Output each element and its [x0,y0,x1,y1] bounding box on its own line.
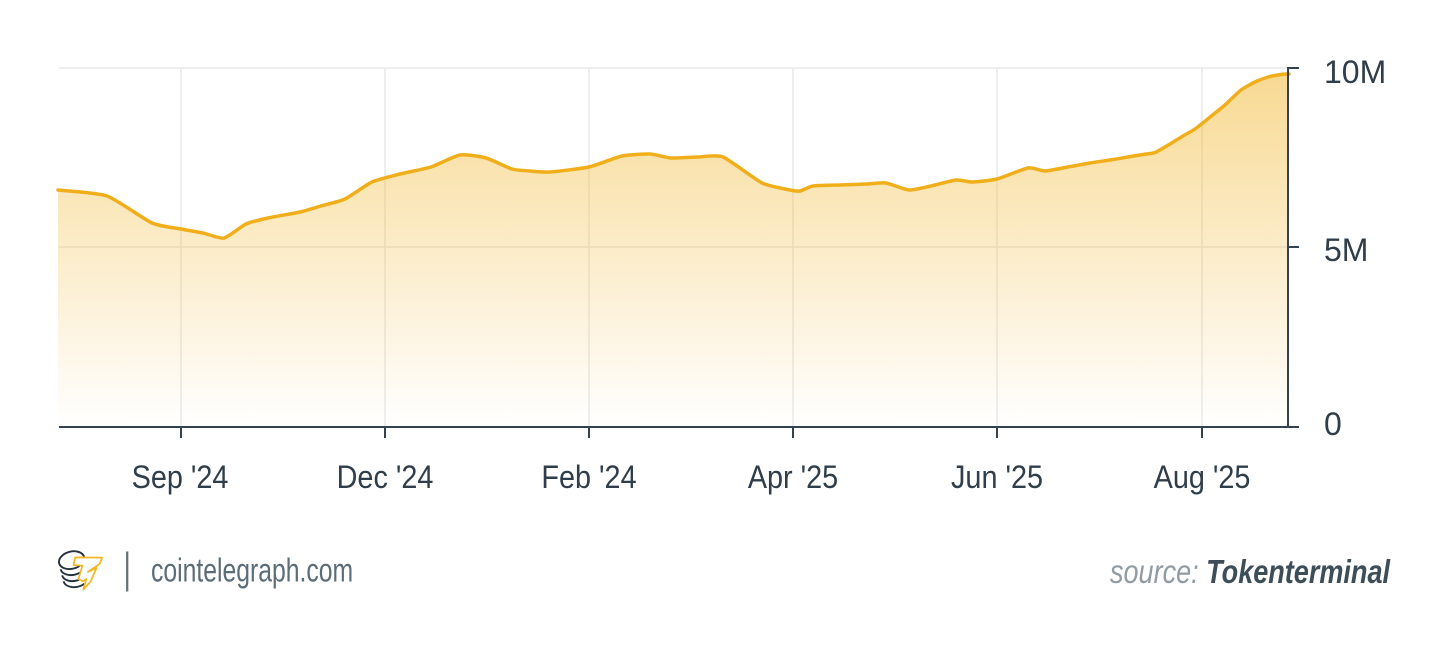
svg-text:cointelegraph.com: cointelegraph.com [151,553,353,589]
svg-text:Apr '25: Apr '25 [748,460,838,496]
svg-text:0: 0 [1324,406,1342,442]
svg-text:Sep '24: Sep '24 [132,460,229,496]
svg-text:10M: 10M [1324,54,1386,90]
svg-text:source: Tokenterminal: source: Tokenterminal [1110,555,1391,591]
svg-text:Feb '24: Feb '24 [541,460,636,496]
svg-text:5M: 5M [1324,232,1368,268]
svg-text:Dec '24: Dec '24 [337,460,434,496]
svg-text:Jun '25: Jun '25 [951,460,1043,496]
svg-text:Aug '25: Aug '25 [1154,460,1251,496]
